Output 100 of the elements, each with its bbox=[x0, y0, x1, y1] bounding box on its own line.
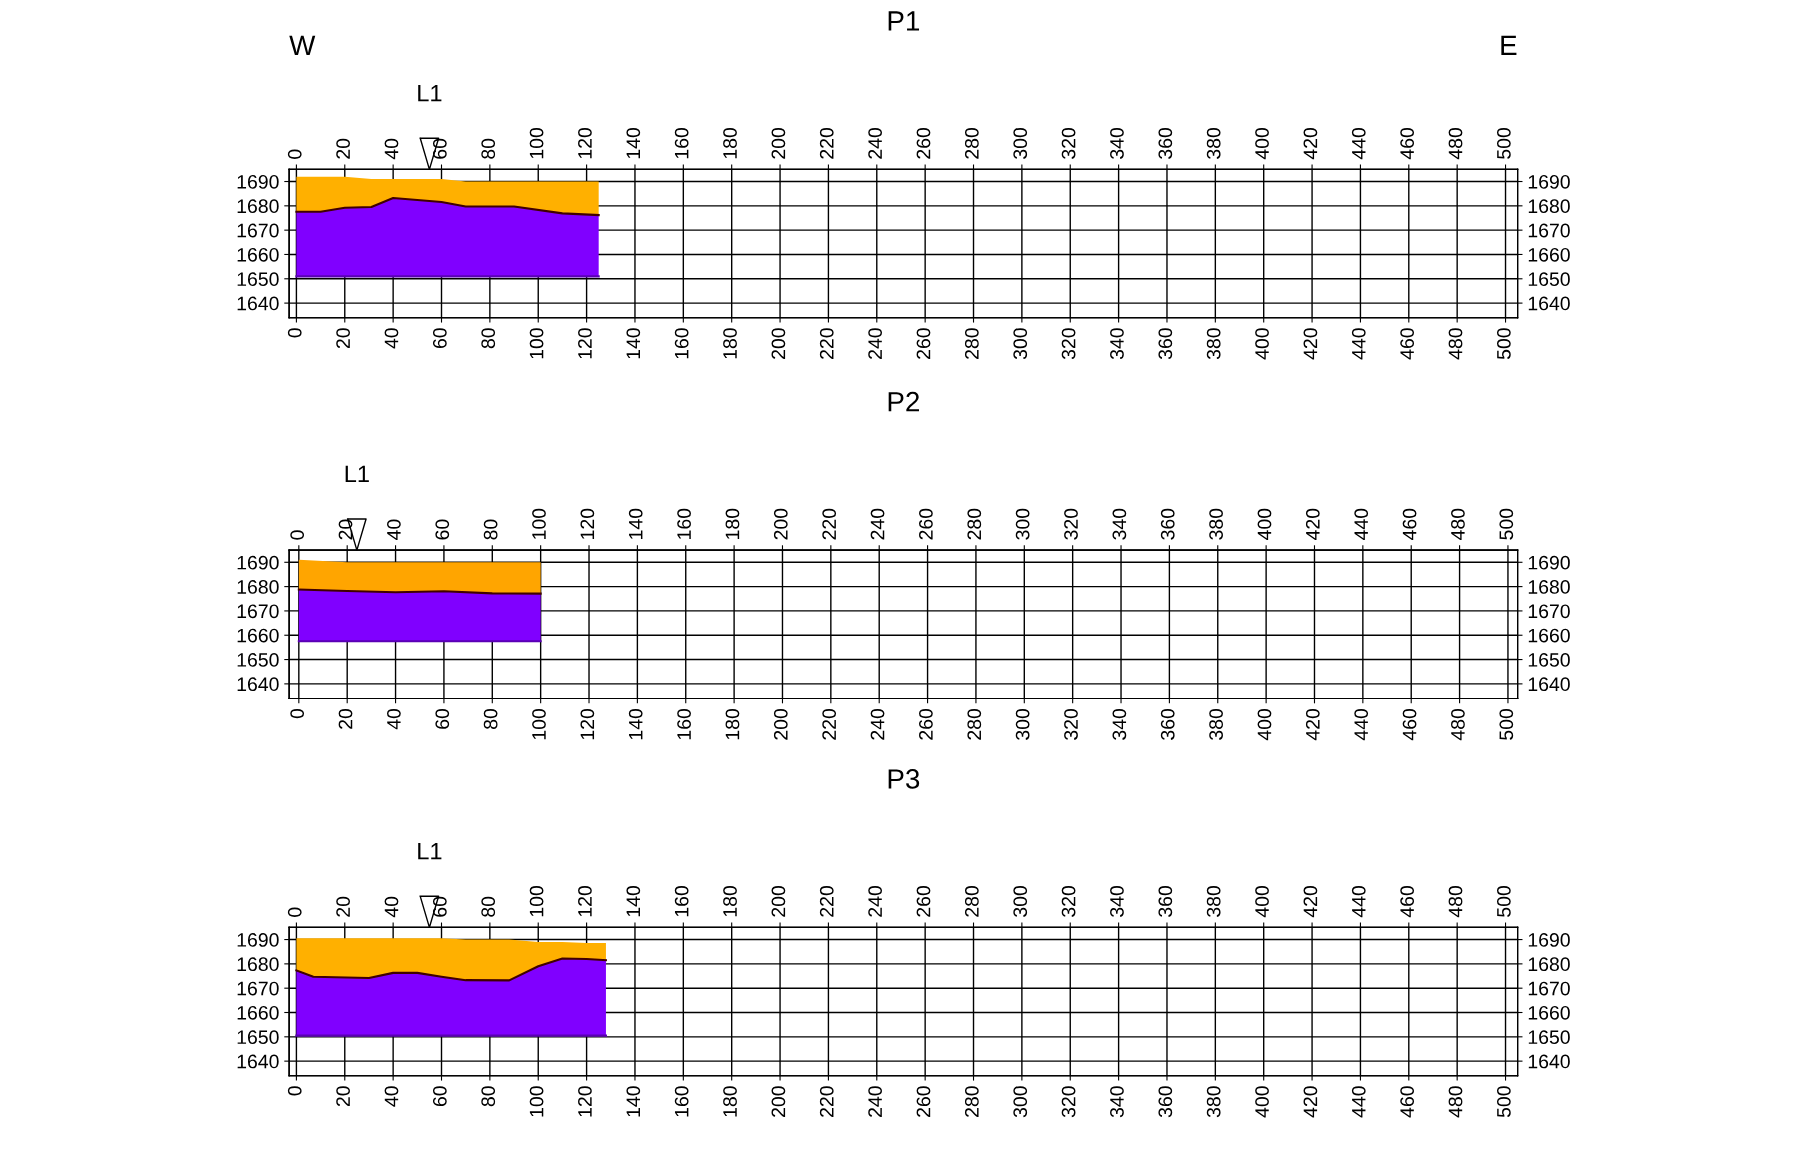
x2-tick-label: 40 bbox=[384, 1086, 399, 1107]
x2-tick-label: 460 bbox=[1400, 328, 1415, 360]
x-tick-label: 280 bbox=[967, 508, 982, 540]
x2-tick-label: 0 bbox=[287, 328, 302, 338]
x2-tick-label: 460 bbox=[1402, 708, 1417, 741]
x2-tick-label: 160 bbox=[674, 328, 689, 359]
x-tick-label: 180 bbox=[723, 885, 737, 917]
x2-tick-label: 360 bbox=[1160, 708, 1175, 740]
y-tick-label: 1650 bbox=[237, 1030, 279, 1045]
x2-tick-label: 40 bbox=[387, 708, 401, 730]
x-tick-label: 500 bbox=[1496, 885, 1511, 917]
x-tick-label: 280 bbox=[964, 127, 979, 159]
x2-tick-label: 80 bbox=[483, 708, 498, 729]
x-tick-label: 480 bbox=[1448, 885, 1463, 918]
y2-tick-label: 1670 bbox=[1528, 223, 1570, 238]
x-tick-label: 20 bbox=[338, 519, 353, 540]
x2-tick-label: 120 bbox=[578, 328, 592, 359]
x2-tick-label: 400 bbox=[1257, 708, 1272, 741]
x-tick-label: 80 bbox=[481, 896, 496, 917]
x-tick-label: 160 bbox=[674, 127, 689, 159]
line-series bbox=[295, 957, 607, 982]
x-tick-label: 260 bbox=[919, 508, 933, 540]
x2-tick-label: 460 bbox=[1400, 1086, 1415, 1118]
y-tick-label: 1670 bbox=[237, 223, 279, 238]
x-tick-label: 460 bbox=[1400, 127, 1415, 160]
x2-tick-label: 160 bbox=[677, 708, 691, 740]
y-tick-label: 1660 bbox=[237, 247, 279, 262]
x-tick-label: 0 bbox=[287, 907, 302, 917]
chart-title: P1 bbox=[888, 11, 920, 31]
x-tick-label: 360 bbox=[1158, 127, 1173, 159]
x2-tick-label: 140 bbox=[628, 708, 643, 740]
x2-tick-label: 360 bbox=[1158, 1086, 1173, 1118]
x2-tick-label: 20 bbox=[338, 708, 353, 729]
y-tick-label: 1680 bbox=[237, 580, 279, 594]
x2-tick-label: 120 bbox=[580, 708, 595, 740]
x2-tick-label: 120 bbox=[578, 1086, 592, 1117]
x-tick-label: 500 bbox=[1499, 508, 1514, 540]
x2-tick-label: 20 bbox=[336, 328, 350, 349]
x2-tick-label: 340 bbox=[1110, 328, 1124, 360]
x2-tick-label: 0 bbox=[290, 708, 305, 719]
x-tick-label: 360 bbox=[1160, 508, 1175, 540]
x-tick-label: 0 bbox=[290, 530, 305, 540]
x-tick-label: 180 bbox=[725, 508, 740, 539]
x2-tick-label: 340 bbox=[1112, 708, 1127, 740]
x-tick-label: 40 bbox=[384, 138, 399, 160]
x2-tick-label: 220 bbox=[822, 708, 837, 740]
x2-tick-label: 80 bbox=[481, 1086, 496, 1107]
x2-tick-label: 240 bbox=[868, 328, 883, 359]
x2-tick-label: 200 bbox=[773, 708, 788, 740]
x-tick-label: 60 bbox=[432, 138, 447, 159]
x-tick-label: 100 bbox=[532, 508, 546, 539]
x2-tick-label: 400 bbox=[1255, 1086, 1269, 1118]
x-tick-label: 380 bbox=[1209, 508, 1223, 540]
x2-tick-label: 180 bbox=[723, 1086, 737, 1117]
y2-tick-label: 1690 bbox=[1528, 933, 1570, 947]
x2-tick-label: 480 bbox=[1448, 328, 1463, 360]
y2-tick-label: 1680 bbox=[1528, 580, 1570, 594]
x-tick-label: 340 bbox=[1112, 508, 1127, 540]
x-tick-label: 420 bbox=[1303, 885, 1318, 918]
x2-tick-label: 260 bbox=[916, 1086, 931, 1117]
x-tick-label: 20 bbox=[336, 138, 350, 159]
x-tick-label: 460 bbox=[1400, 885, 1415, 918]
x-tick-label: 220 bbox=[822, 508, 837, 540]
y-tick-label: 1660 bbox=[237, 628, 279, 643]
x2-tick-label: 100 bbox=[529, 1086, 544, 1117]
x-tick-label: 300 bbox=[1013, 127, 1028, 159]
x-tick-label: 400 bbox=[1255, 885, 1269, 918]
x-tick-label: 160 bbox=[677, 508, 691, 539]
text: W bbox=[289, 35, 316, 55]
x-tick-label: 420 bbox=[1303, 127, 1318, 160]
x-tick-label: 400 bbox=[1255, 127, 1269, 160]
x-tick-label: 80 bbox=[483, 519, 498, 540]
x-tick-label: 200 bbox=[773, 508, 788, 540]
x2-tick-label: 280 bbox=[967, 708, 982, 740]
x2-tick-label: 100 bbox=[529, 328, 544, 359]
y-tick-label: 1670 bbox=[237, 981, 279, 996]
x2-tick-label: 140 bbox=[626, 1086, 641, 1117]
y2-tick-label: 1670 bbox=[1528, 981, 1570, 996]
y2-tick-label: 1680 bbox=[1528, 199, 1570, 214]
x-tick-label: 260 bbox=[916, 127, 931, 159]
y2-tick-label: 1650 bbox=[1528, 653, 1570, 667]
x-tick-label: 240 bbox=[868, 885, 883, 917]
x2-tick-label: 440 bbox=[1354, 708, 1369, 741]
text: L1 bbox=[418, 85, 442, 102]
chart-title: P2 bbox=[888, 391, 919, 412]
y2-tick-label: 1640 bbox=[1528, 296, 1570, 311]
x2-tick-label: 340 bbox=[1110, 1086, 1124, 1118]
x2-tick-label: 380 bbox=[1206, 328, 1221, 360]
x2-tick-label: 60 bbox=[432, 328, 447, 349]
x-tick-label: 480 bbox=[1451, 508, 1465, 540]
x-tick-label: 140 bbox=[628, 508, 643, 539]
x-tick-label: 360 bbox=[1158, 885, 1173, 917]
y-tick-label: 1640 bbox=[237, 1054, 279, 1069]
x-tick-label: 240 bbox=[868, 127, 883, 159]
x-tick-label: 120 bbox=[578, 885, 592, 917]
y2-tick-label: 1690 bbox=[1528, 555, 1570, 570]
x-tick-label: 280 bbox=[964, 885, 979, 917]
x-tick-label: 220 bbox=[819, 127, 834, 159]
x2-tick-label: 480 bbox=[1451, 708, 1465, 741]
x-tick-label: 340 bbox=[1110, 127, 1124, 159]
